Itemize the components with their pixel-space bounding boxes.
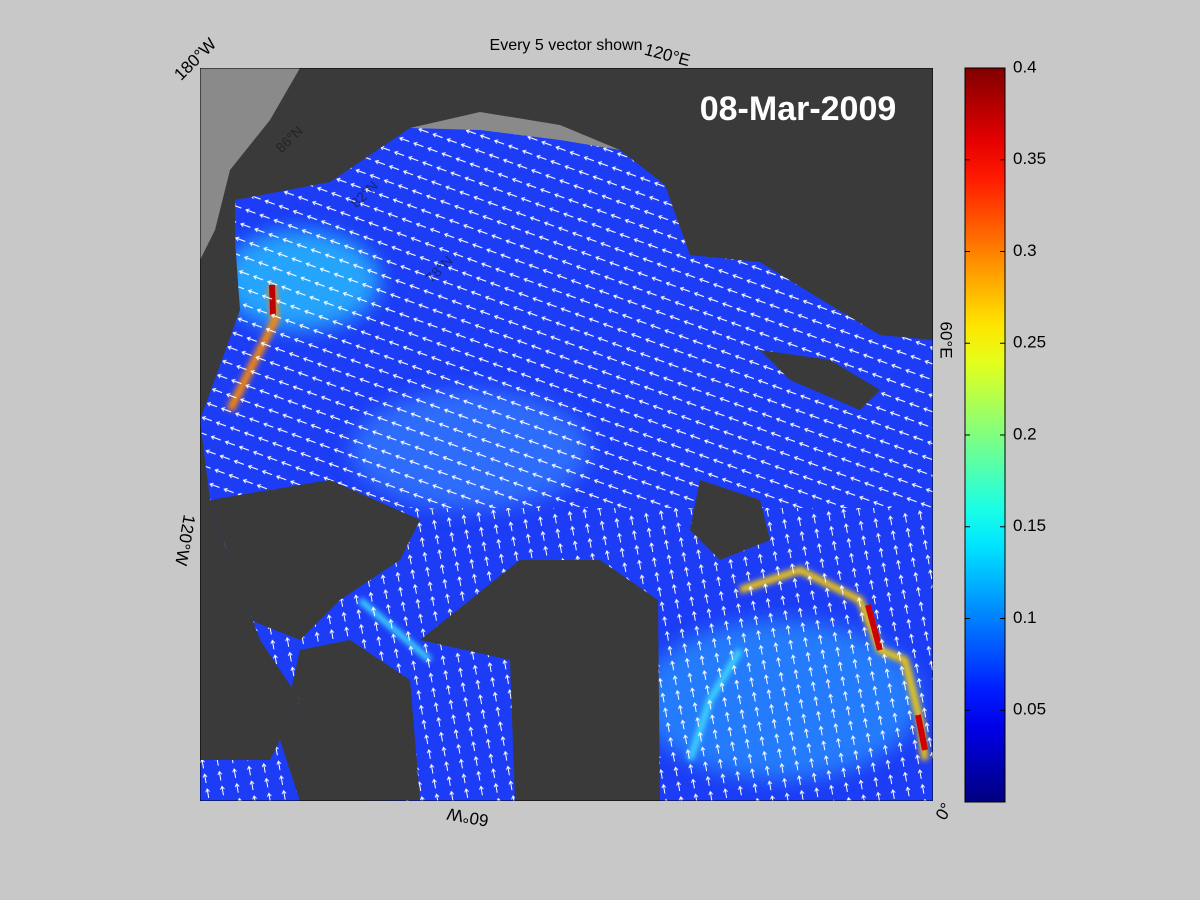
map-area — [200, 68, 933, 801]
map-title: Every 5 vector shown — [490, 37, 643, 54]
colorbar-tick-label: 0.1 — [1013, 608, 1037, 627]
colorbar-fill — [964, 67, 1006, 803]
colorbar-tick-label: 0.3 — [1013, 241, 1037, 260]
lon-label: 60°W — [446, 804, 490, 830]
colorbar: 0.05 0.1 0.15 0.2 0.25 0.3 0.35 0.4 — [964, 57, 1046, 803]
land-light — [200, 68, 300, 260]
colorbar-tick-label: 0.2 — [1013, 424, 1037, 443]
lon-label: 120°W — [171, 513, 199, 567]
colorbar-tick-label: 0.15 — [1013, 516, 1046, 535]
colorbar-tick-label: 0.35 — [1013, 149, 1046, 168]
lon-label: 120°E — [642, 40, 692, 70]
colorbar-tick-label: 0.05 — [1013, 700, 1046, 719]
land — [690, 480, 770, 560]
land — [760, 350, 880, 410]
land — [210, 480, 420, 640]
land — [280, 640, 420, 801]
lon-label: 60°E — [937, 321, 956, 358]
colorbar-tick-label: 0.25 — [1013, 333, 1046, 352]
colorbar-tick-label: 0.4 — [1013, 57, 1037, 76]
date-label: 08-Mar-2009 — [700, 90, 897, 128]
lon-label: 0° — [932, 800, 957, 824]
